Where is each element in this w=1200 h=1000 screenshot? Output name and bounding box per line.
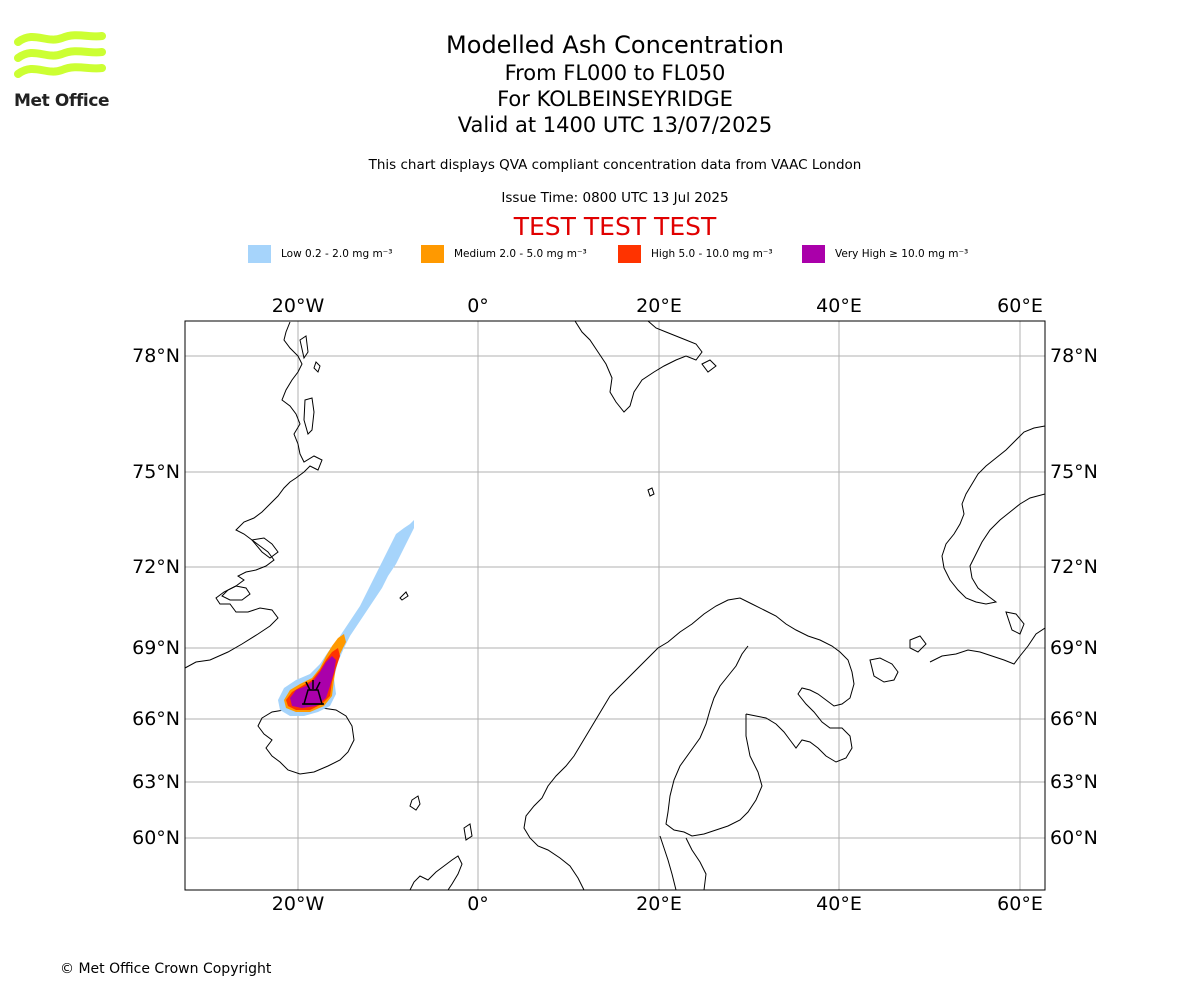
novaya-zemlya-coast [941, 425, 1045, 605]
map-frame [184, 320, 1046, 891]
met-office-logo [14, 31, 106, 78]
lat-label-right-69n: 69°N [1050, 637, 1098, 659]
legend-label-very-high: Very High ≥ 10.0 mg m⁻³ [835, 248, 969, 260]
lon-label-top-20w: 20°W [272, 295, 325, 317]
scandinavia-coast [523, 597, 855, 890]
issue-time: Issue Time: 0800 UTC 13 Jul 2025 [501, 190, 729, 206]
test-banner: TEST TEST TEST [513, 212, 717, 241]
flight-level-range: From FL000 to FL050 [504, 61, 726, 85]
copyright-notice: © Met Office Crown Copyright [60, 961, 272, 977]
lon-label-top-0: 0° [467, 295, 489, 317]
lon-label-top-20e: 20°E [636, 295, 682, 317]
ash-region-low [278, 520, 414, 716]
legend-label-high: High 5.0 - 10.0 mg m⁻³ [651, 248, 773, 260]
chart-title-block: Modelled Ash Concentration From FL000 to… [315, 30, 915, 138]
svalbard-coast [574, 321, 703, 413]
coastlines [185, 321, 1045, 890]
lat-label-right-72n: 72°N [1050, 556, 1098, 578]
volcano-name: For KOLBEINSEYRIDGE [497, 87, 733, 111]
lat-label-right-75n: 75°N [1050, 461, 1098, 483]
lat-label-left-66n: 66°N [132, 708, 180, 730]
legend-label-medium: Medium 2.0 - 5.0 mg m⁻³ [454, 248, 587, 260]
valid-time: Valid at 1400 UTC 13/07/2025 [457, 113, 773, 137]
logo-text: Met Office [14, 91, 110, 111]
legend-item-medium: Medium 2.0 - 5.0 mg m⁻³ [421, 244, 587, 264]
lat-label-right-60n: 60°N [1050, 827, 1098, 849]
lon-label-top-60e: 60°E [997, 295, 1043, 317]
lon-label-bottom-60e: 60°E [997, 893, 1043, 915]
lon-label-bottom-20e: 20°E [636, 893, 682, 915]
lat-label-left-63n: 63°N [132, 771, 180, 793]
lat-label-left-69n: 69°N [132, 637, 180, 659]
legend-swatch-very-high [802, 245, 825, 263]
lat-label-right-66n: 66°N [1050, 708, 1098, 730]
lat-label-right-78n: 78°N [1050, 345, 1098, 367]
lat-label-right-63n: 63°N [1050, 771, 1098, 793]
greenland-coast [185, 321, 323, 669]
legend-label-low: Low 0.2 - 2.0 mg m⁻³ [281, 248, 393, 260]
legend-swatch-high [618, 245, 641, 263]
lat-label-left-60n: 60°N [132, 827, 180, 849]
lat-label-left-72n: 72°N [132, 556, 180, 578]
iceland-coast [257, 707, 355, 775]
chart-subtitle: This chart displays QVA compliant concen… [368, 157, 862, 173]
lat-label-left-75n: 75°N [132, 461, 180, 483]
lon-label-bottom-0: 0° [467, 893, 489, 915]
legend-swatch-medium [421, 245, 444, 263]
gridlines [185, 321, 1045, 890]
chart-title: Modelled Ash Concentration [446, 31, 784, 59]
lon-label-bottom-20w: 20°W [272, 893, 325, 915]
legend-item-high: High 5.0 - 10.0 mg m⁻³ [618, 244, 773, 264]
volcano-icon [302, 680, 324, 705]
lon-label-bottom-40e: 40°E [816, 893, 862, 915]
legend-item-very-high: Very High ≥ 10.0 mg m⁻³ [802, 244, 968, 264]
legend-item-low: Low 0.2 - 2.0 mg m⁻³ [248, 244, 392, 264]
lat-label-left-78n: 78°N [132, 345, 180, 367]
legend-swatch-low [248, 245, 271, 263]
lon-label-top-40e: 40°E [816, 295, 862, 317]
